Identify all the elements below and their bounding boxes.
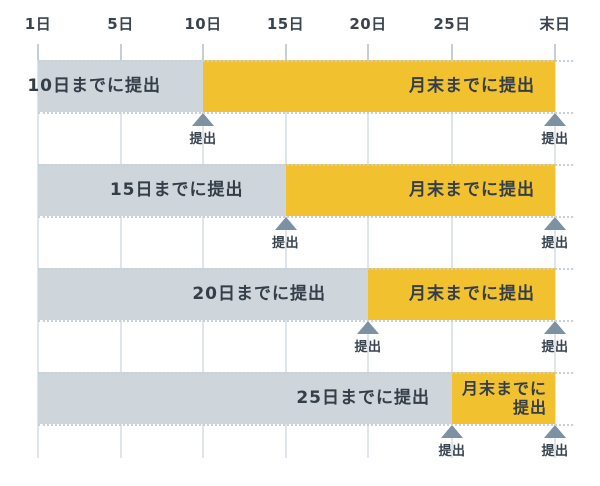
month-end-bar: 月末までに提出 [452, 372, 555, 424]
submission-marker-deadline-label: 提出 [271, 236, 299, 251]
dotted-separator-line [38, 424, 573, 426]
deadline-bar-label-line: 10日までに提出 [27, 76, 161, 96]
grid-line [37, 44, 39, 458]
axis-label-day-4: 15日 [266, 15, 305, 33]
grid-line [554, 44, 556, 458]
month-end-bar-label-line: 月末までに提出 [409, 76, 535, 96]
dotted-separator-line [38, 320, 573, 322]
submission-marker-month-end-icon [544, 425, 566, 438]
submission-marker-deadline-label: 提出 [189, 132, 217, 147]
deadline-bar-label-line: 25日までに提出 [296, 388, 430, 408]
axis-label-day-3: 10日 [184, 15, 222, 33]
month-end-bar-label-line: 月末までに提出 [409, 284, 535, 304]
grid-line [119, 44, 122, 458]
deadline-bar-label: 25日までに提出 [296, 388, 430, 408]
deadline-bar: 10日までに提出 [27, 60, 203, 112]
deadline-bar-label-line: 15日までに提出 [109, 180, 244, 200]
deadline-bar-label: 10日までに提出 [27, 76, 161, 96]
month-end-bar-label: 月末までに提出 [409, 180, 535, 200]
submission-marker-deadline-icon [441, 425, 463, 438]
dotted-separator-line [38, 164, 573, 166]
axis-label-day-6: 25日 [433, 15, 471, 33]
month-end-bar-label-line: 月末までに [461, 379, 547, 398]
grid-line [367, 44, 369, 458]
axis-tick-mark [367, 44, 369, 60]
month-end-bar: 月末までに提出 [203, 60, 555, 112]
grid-line [451, 44, 453, 458]
deadline-bar-label: 15日までに提出 [110, 180, 244, 200]
dotted-separator-line [38, 372, 573, 374]
dotted-separator-line [38, 216, 573, 218]
axis-tick-mark [554, 44, 556, 60]
axis-tick-mark [284, 44, 287, 60]
axis-label-day-1: 1日 [24, 15, 52, 33]
submission-marker-month-end-label: 提出 [541, 444, 569, 459]
deadline-bar: 20日までに提出 [38, 268, 368, 320]
month-end-bar-label: 月末までに提出 [409, 76, 535, 96]
dotted-separator-line [38, 268, 573, 270]
submission-marker-month-end-icon [544, 217, 566, 230]
submission-marker-deadline-label: 提出 [354, 340, 382, 355]
axis-label-day-5: 20日 [349, 15, 387, 33]
submission-marker-month-end-icon [544, 321, 566, 334]
axis-label-day-2: 5日 [107, 15, 134, 33]
dotted-separator-line [38, 60, 573, 62]
month-end-bar: 月末までに提出 [285, 164, 555, 216]
submission-marker-month-end-icon [544, 113, 566, 126]
submission-marker-month-end-label: 提出 [541, 236, 569, 251]
deadline-bar-label-line: 20日までに提出 [192, 284, 326, 304]
submission-marker-deadline-icon [192, 113, 214, 126]
axis-label-day-7: 末日 [539, 15, 571, 33]
grid-line [284, 44, 287, 458]
month-end-bar: 月末までに提出 [368, 268, 555, 320]
submission-marker-month-end-label: 提出 [541, 132, 569, 147]
submission-marker-month-end-label: 提出 [541, 340, 569, 355]
submission-marker-deadline-icon [274, 217, 297, 230]
month-end-bar-label-line: 提出 [512, 398, 547, 417]
month-end-bar-label-line: 月末までに提出 [409, 180, 535, 200]
submission-marker-deadline-label: 提出 [438, 444, 466, 459]
grid-line [202, 44, 204, 458]
submission-marker-deadline-icon [357, 321, 379, 334]
month-end-bar-label: 月末までに提出 [462, 379, 547, 417]
month-end-bar-label: 月末までに提出 [409, 284, 535, 304]
deadline-bar-label: 20日までに提出 [192, 284, 326, 304]
axis-tick-mark [451, 44, 453, 60]
dotted-separator-line [38, 112, 573, 114]
deadline-bar: 25日までに提出 [38, 372, 452, 424]
axis-tick-mark [119, 44, 122, 60]
axis-tick-mark [37, 44, 39, 60]
deadline-bar: 15日までに提出 [38, 164, 286, 216]
axis-tick-mark [202, 44, 204, 60]
